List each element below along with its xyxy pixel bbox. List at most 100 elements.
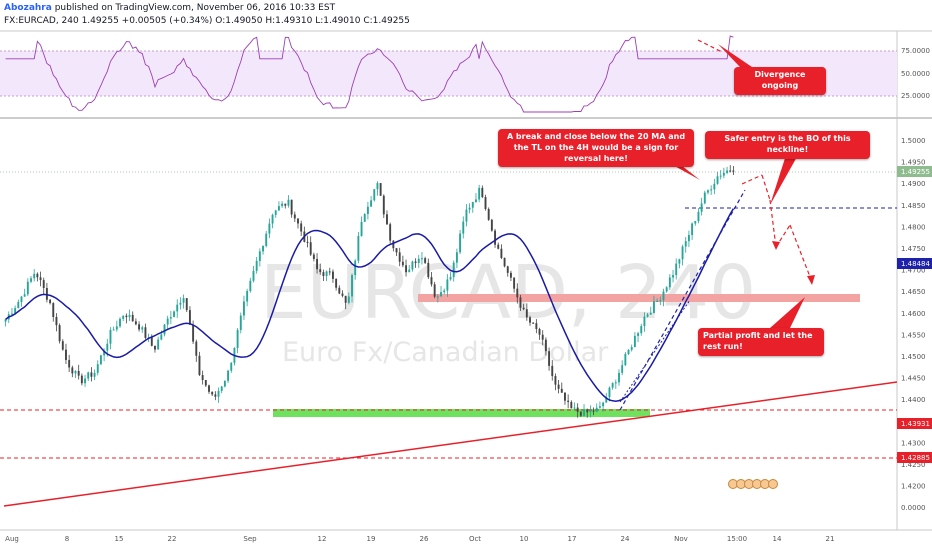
- candle-body: [710, 189, 713, 191]
- candle-body: [363, 213, 366, 222]
- price-axis[interactable]: 1.5000 1.4950 1.4900 1.4850 1.4800 1.4750 1.47…: [901, 137, 926, 512]
- rsi-indicator: [5, 35, 734, 113]
- candle-body: [204, 379, 207, 386]
- candle-body: [544, 339, 547, 352]
- candle-body: [681, 246, 684, 260]
- price-tick: 1.4550: [901, 331, 926, 339]
- candle-body: [525, 309, 528, 318]
- candle-body: [633, 335, 636, 348]
- candle-body: [176, 304, 179, 312]
- candle-body: [131, 314, 134, 322]
- price-tick: 1.4950: [901, 159, 926, 167]
- candle-body: [608, 387, 611, 398]
- candle-body: [668, 277, 671, 288]
- price-tick: 1.4200: [901, 483, 926, 491]
- candle-body: [729, 170, 732, 172]
- candle-body: [17, 302, 20, 309]
- candle-body: [84, 378, 86, 384]
- time-tick: Nov: [674, 535, 688, 543]
- candle-body: [274, 210, 277, 215]
- candle-body: [484, 197, 487, 210]
- candle-body: [455, 252, 458, 263]
- candle-body: [90, 372, 93, 377]
- rsi-tick: 25.0000: [901, 92, 930, 100]
- time-tick: 26: [420, 535, 429, 543]
- divergence-callout[interactable]: Divergence ongoing: [734, 67, 826, 95]
- candle-body: [268, 223, 271, 234]
- candle-body: [258, 251, 261, 261]
- candle-body: [529, 317, 531, 323]
- long-trendline[interactable]: [3, 381, 898, 507]
- candle-body: [20, 296, 23, 303]
- candle-body: [519, 297, 522, 308]
- lower-support-badge-text: 1.42885: [901, 454, 930, 462]
- candle-body: [382, 195, 385, 215]
- candle-body: [30, 278, 32, 282]
- time-tick: 12: [318, 535, 327, 543]
- candle-body: [119, 318, 121, 327]
- candle-body: [306, 241, 309, 243]
- candle-body: [449, 277, 452, 280]
- candle-body: [33, 273, 36, 279]
- candle-body: [424, 258, 427, 263]
- candle-body: [192, 324, 195, 342]
- time-tick: Sep: [243, 535, 257, 543]
- time-tick: Aug: [5, 535, 19, 543]
- candle-body: [65, 349, 67, 360]
- candle-body: [217, 390, 220, 397]
- ma-price-badge: [897, 258, 932, 269]
- support-price-badge: [897, 418, 932, 429]
- candle-body: [239, 315, 242, 331]
- candle-body: [687, 234, 690, 242]
- candle-body: [494, 230, 496, 245]
- candle-body: [182, 298, 185, 303]
- candle-body: [357, 236, 360, 261]
- candle-body: [589, 410, 592, 413]
- candle-body: [576, 407, 579, 412]
- partial-profit-callout[interactable]: Partial profit and let the rest run!: [698, 328, 824, 356]
- time-tick: 19: [367, 535, 376, 543]
- time-axis[interactable]: Aug 8 15 22 Sep 12 19 26 Oct 10 17 24 Nov 15:00 14 21: [5, 535, 834, 543]
- candle-body: [548, 351, 551, 366]
- candle-body: [281, 203, 284, 207]
- candle-body: [411, 261, 414, 270]
- publish-info: Abozahra published on TradingView.com, N…: [4, 3, 335, 13]
- divergence-pointer: [718, 44, 752, 67]
- candle-body: [579, 411, 582, 416]
- candle-body: [230, 362, 233, 371]
- candle-body: [141, 327, 144, 330]
- rsi-tick: 75.0000: [901, 47, 930, 55]
- time-tick: 22: [168, 535, 177, 543]
- candle-body: [443, 290, 446, 293]
- candle-body: [201, 375, 204, 380]
- arrow-heads: [772, 241, 815, 285]
- uptrend-line-dashed[interactable]: [619, 189, 746, 411]
- publish-text: published on TradingView.com, November 0…: [54, 3, 336, 13]
- candle-body: [465, 209, 468, 222]
- safer-pointer: [770, 155, 798, 205]
- break-callout[interactable]: A break and close below the 20 MA and th…: [498, 129, 694, 168]
- time-tick: 8: [65, 535, 69, 543]
- candle-body: [109, 329, 112, 344]
- time-tick: 10: [520, 535, 529, 543]
- candle-body: [532, 322, 535, 324]
- candle-body: [284, 203, 287, 206]
- candle-body: [112, 329, 115, 331]
- candle-body: [376, 183, 379, 190]
- ma-price-badge-text: 1.48484: [901, 260, 930, 268]
- candle-body: [427, 262, 430, 278]
- candle-body: [4, 319, 7, 322]
- economic-event-icons[interactable]: [728, 479, 778, 489]
- candle-body: [354, 260, 357, 276]
- candle-body: [405, 265, 408, 273]
- candle-body: [583, 409, 585, 416]
- safer-entry-callout[interactable]: Safer entry is the BO of this neckline!: [705, 131, 870, 159]
- candle-body: [360, 221, 363, 237]
- price-tick: 1.4750: [901, 245, 926, 253]
- price-tick: 1.4250: [901, 461, 926, 469]
- candle-body: [10, 313, 13, 315]
- candle-body: [452, 262, 455, 278]
- author-link[interactable]: Abozahra: [4, 3, 52, 13]
